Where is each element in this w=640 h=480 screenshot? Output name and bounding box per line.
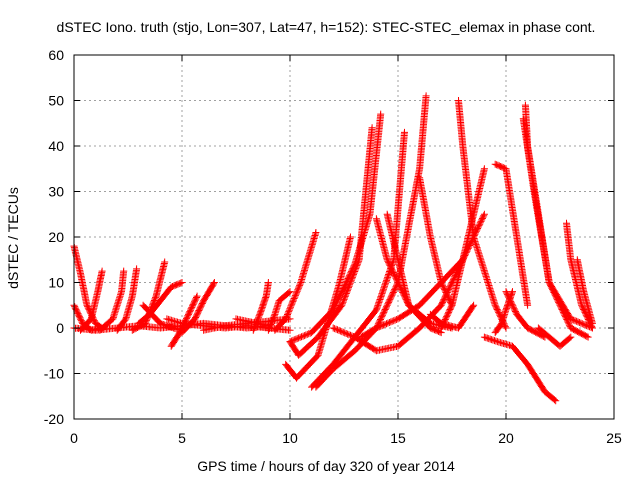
series-arc-37 (426, 301, 478, 332)
series-arc-09 (139, 301, 186, 334)
data-points (70, 92, 596, 405)
y-tick-label: 60 (48, 47, 64, 63)
x-tick-label: 0 (70, 430, 78, 446)
y-tick-label: 20 (48, 229, 64, 245)
series-arc-20 (286, 110, 385, 346)
data-point-markers (96, 267, 128, 334)
data-point-markers (563, 219, 596, 332)
x-tick-label: 5 (178, 430, 186, 446)
y-tick-label: 40 (48, 138, 64, 154)
data-point-markers (249, 279, 272, 334)
data-point-markers (491, 160, 532, 309)
x-tick-label: 15 (390, 430, 406, 446)
series-arc-32 (519, 115, 592, 341)
data-point-markers (271, 229, 320, 334)
data-point-markers (426, 301, 478, 332)
data-point-markers (573, 256, 596, 327)
data-point-markers (437, 165, 488, 332)
series-arc-27 (416, 174, 456, 309)
series-arc-21 (308, 128, 408, 391)
series-arc-39 (573, 256, 596, 327)
y-tick-label: -10 (44, 366, 64, 382)
series-arc-17 (271, 229, 320, 334)
series-arc-05 (96, 267, 128, 334)
x-axis-ticks: 0 5 10 15 20 25 (70, 55, 622, 446)
series-arc-35 (563, 219, 596, 332)
data-point-markers (286, 110, 385, 346)
series-arc-26 (383, 210, 445, 337)
y-tick-label: 30 (48, 184, 64, 200)
data-point-markers (264, 288, 294, 334)
x-tick-label: 25 (606, 430, 622, 446)
data-point-markers (534, 324, 575, 350)
data-point-markers (416, 174, 456, 309)
data-point-markers (139, 301, 186, 334)
data-point-markers (480, 333, 560, 405)
series-arc-36 (534, 324, 575, 350)
x-tick-label: 20 (498, 430, 514, 446)
data-point-markers (491, 288, 516, 337)
grid (74, 55, 614, 419)
data-point-markers (519, 115, 592, 341)
series-arc-30 (491, 160, 532, 309)
y-tick-label: 0 (56, 320, 64, 336)
series-arc-33 (480, 333, 560, 405)
data-point-markers (383, 210, 445, 337)
x-tick-label: 10 (282, 430, 298, 446)
chart-title: dSTEC Iono. truth (stjo, Lon=307, Lat=47… (57, 19, 596, 35)
series-arc-06 (113, 265, 141, 334)
y-tick-label: 10 (48, 275, 64, 291)
series-arc-38 (491, 288, 516, 337)
y-axis-ticks: -20 -10 0 10 20 30 40 50 60 (44, 47, 614, 427)
y-tick-label: 50 (48, 93, 64, 109)
data-point-markers (308, 128, 408, 391)
y-axis-label: dSTEC / TECUs (5, 187, 21, 289)
y-tick-label: -20 (44, 411, 64, 427)
series-arc-29 (437, 165, 488, 332)
x-axis-label: GPS time / hours of day 320 of year 2014 (197, 458, 455, 474)
data-point-markers (113, 265, 141, 334)
series-arc-16 (264, 288, 294, 334)
series-arc-15 (249, 279, 272, 334)
